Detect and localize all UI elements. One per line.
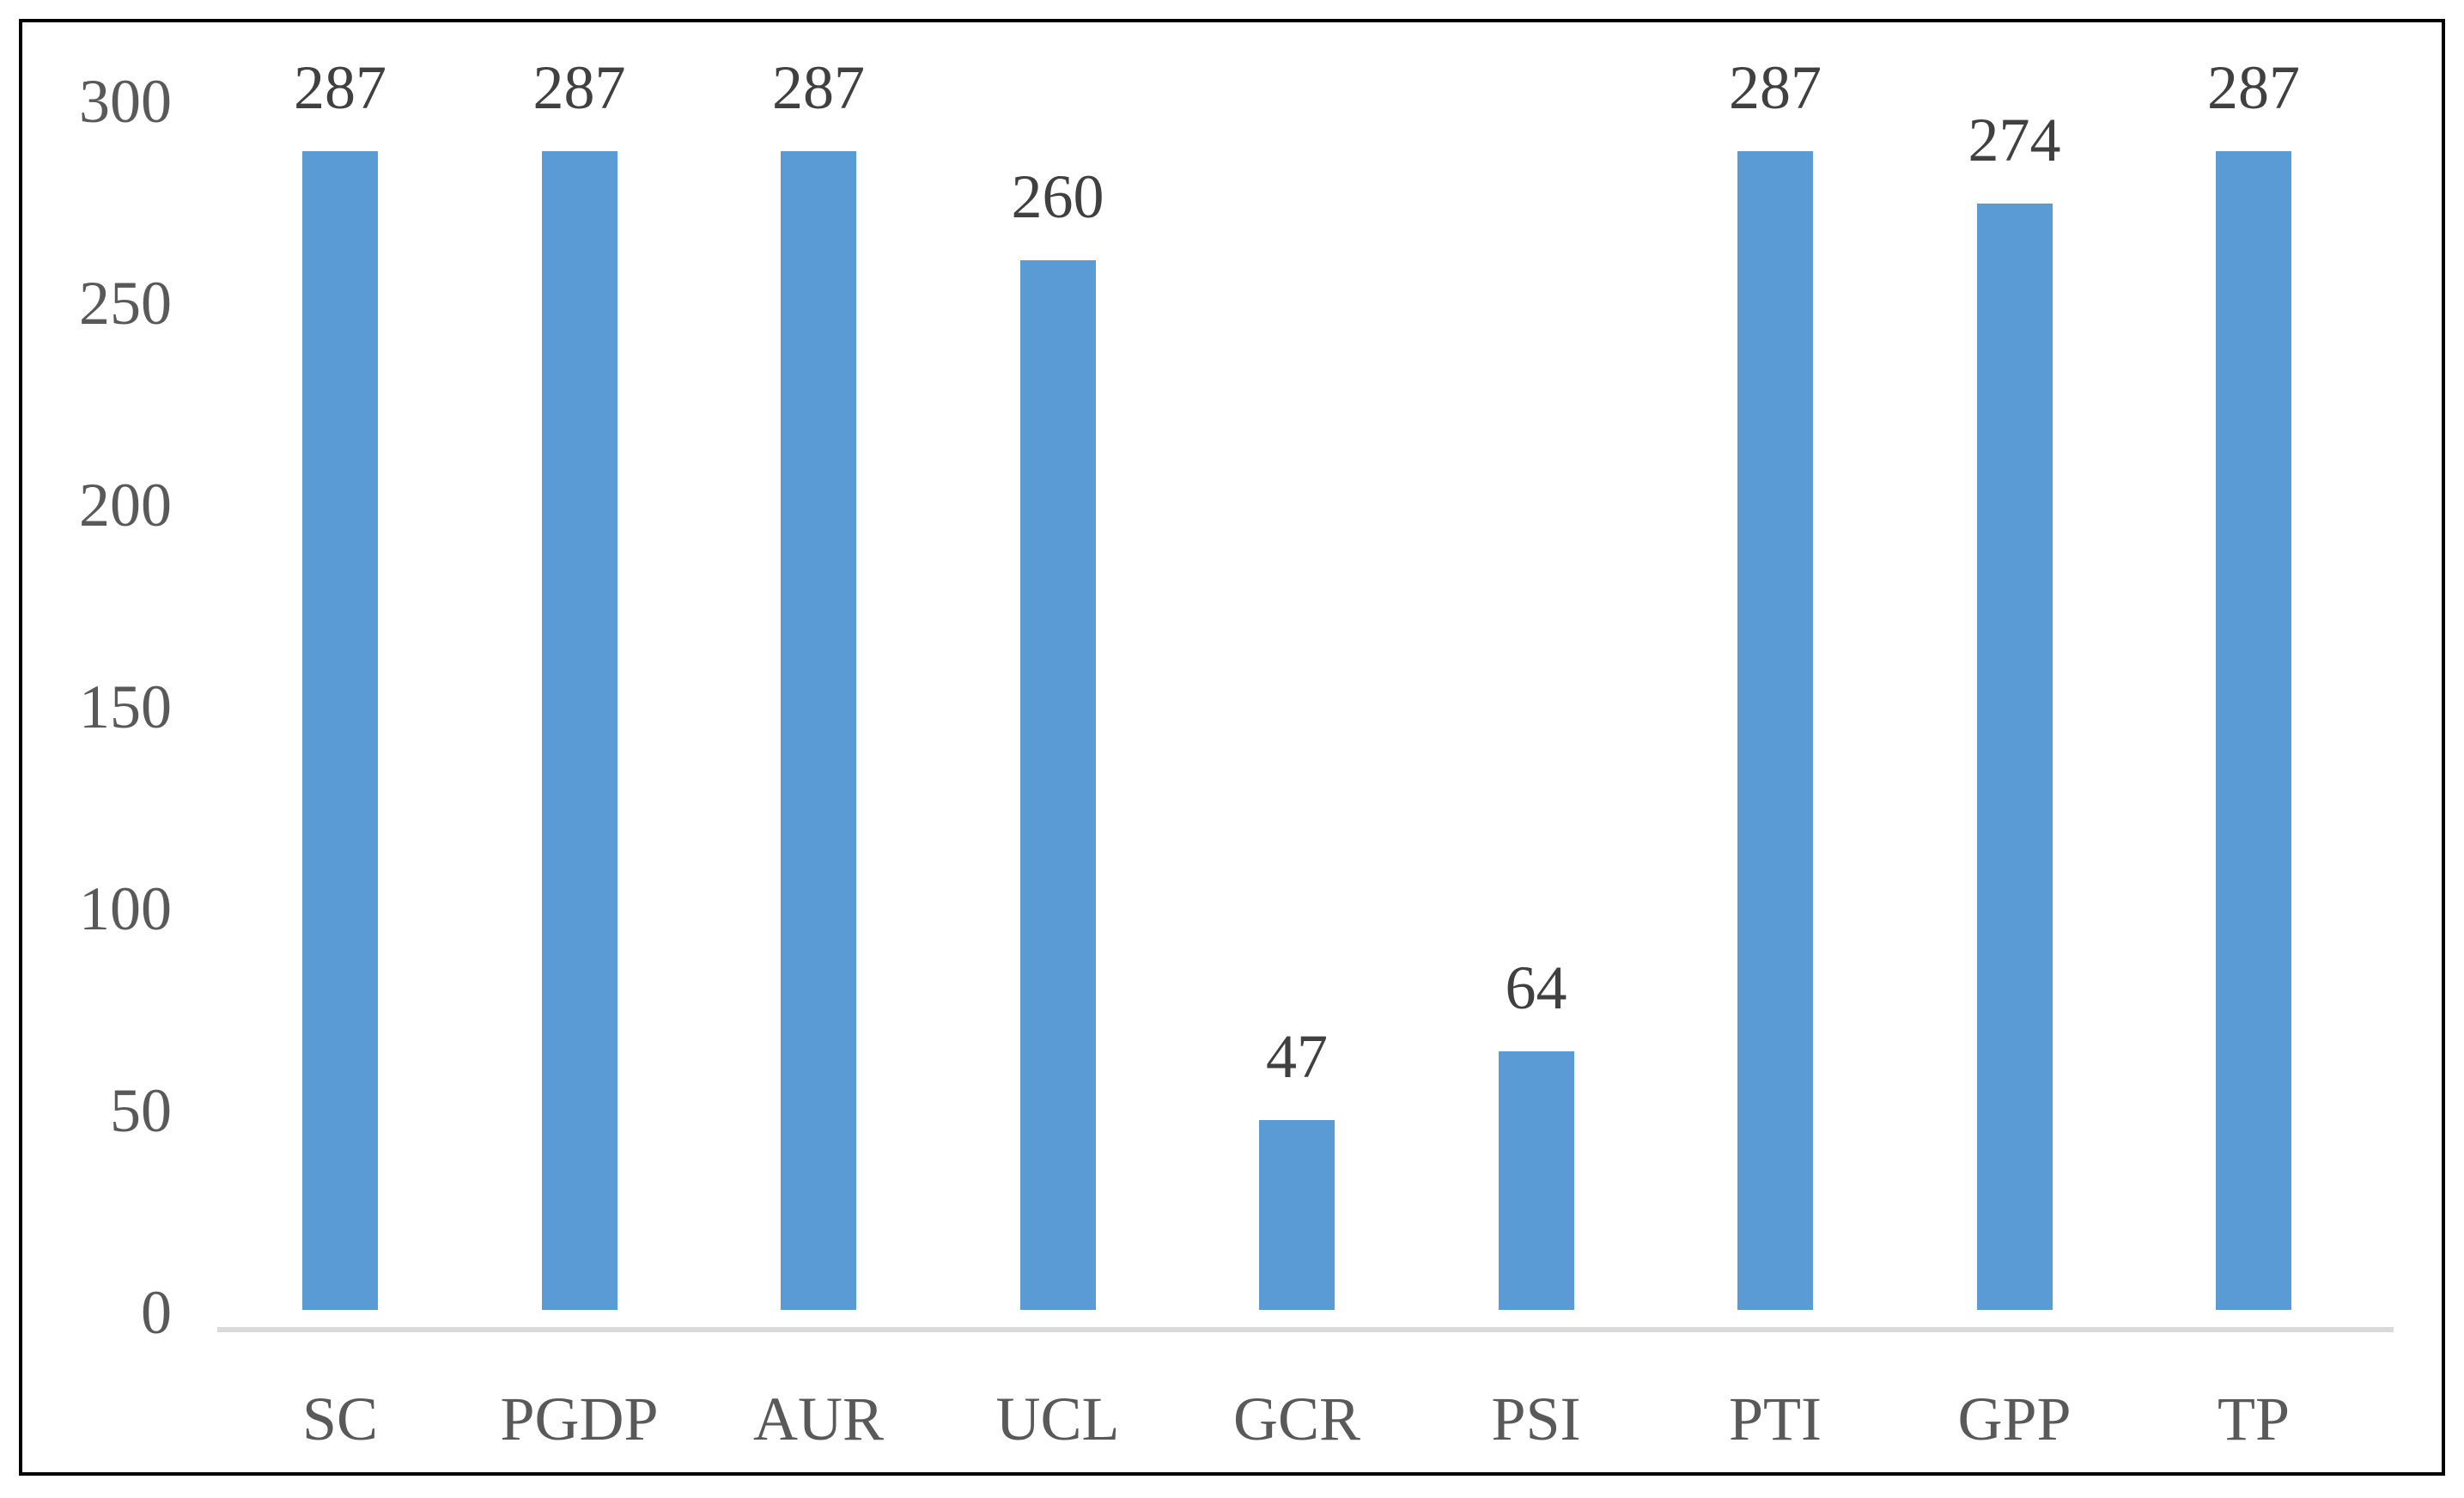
x-category-label-pgdp: PGDP xyxy=(500,1385,659,1453)
data-label-pti: 287 xyxy=(1729,53,1822,123)
bar-ucl xyxy=(1019,260,1096,1310)
bar-gpp xyxy=(1976,204,2053,1310)
chart-frame: 0 50 100 150 200 250 300 287 287 287 260 47 64 287 27… xyxy=(19,19,2445,1476)
x-category-label-psi: PSI xyxy=(1491,1385,1581,1453)
bar-aur xyxy=(781,151,856,1310)
x-category-label-sc: SC xyxy=(301,1385,379,1453)
data-label-aur: 287 xyxy=(772,53,865,123)
x-category-label-pti: PTI xyxy=(1729,1385,1822,1453)
x-category-label-ucl: UCL xyxy=(995,1385,1120,1453)
x-axis-line xyxy=(217,1327,2394,1332)
bar-pti xyxy=(1737,151,1813,1310)
data-label-psi: 64 xyxy=(1505,953,1567,1023)
y-tick-label: 200 xyxy=(79,471,172,539)
bar-psi xyxy=(1498,1051,1574,1310)
bar-sc xyxy=(302,151,378,1310)
y-tick-label: 300 xyxy=(79,67,172,136)
bar-gcr xyxy=(1259,1120,1335,1310)
x-category-label-tp: TP xyxy=(2217,1385,2291,1453)
data-label-pgdp: 287 xyxy=(532,53,626,123)
x-category-label-gpp: GPP xyxy=(1957,1385,2072,1453)
y-tick-label: 250 xyxy=(79,269,172,338)
bar-tp xyxy=(2216,151,2291,1310)
data-label-sc: 287 xyxy=(294,53,386,123)
bar-pgdp xyxy=(541,151,618,1310)
data-label-tp: 287 xyxy=(2207,53,2300,123)
data-label-gpp: 274 xyxy=(1968,106,2061,175)
x-category-label-gcr: GCR xyxy=(1232,1385,1361,1453)
y-tick-label: 50 xyxy=(110,1076,172,1145)
y-tick-label: 0 xyxy=(141,1278,172,1347)
data-label-gcr: 47 xyxy=(1266,1022,1328,1092)
x-category-label-aur: AUR xyxy=(752,1385,884,1453)
data-label-ucl: 260 xyxy=(1011,162,1104,231)
y-tick-label: 150 xyxy=(79,673,172,741)
y-tick-label: 100 xyxy=(79,874,172,943)
